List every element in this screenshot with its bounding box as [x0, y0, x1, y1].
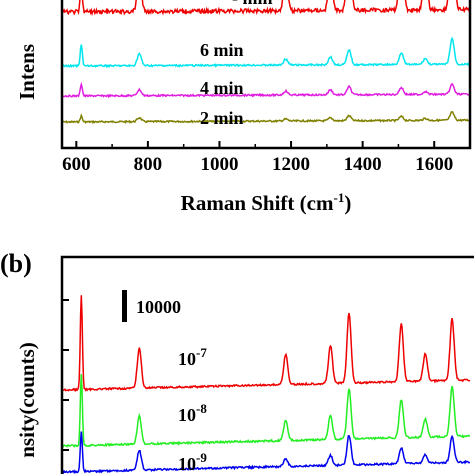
panel-a-y-axis-label: Intens: [15, 44, 39, 100]
panel-a-series-line: [61, 110, 471, 125]
series-label: 4 min: [200, 78, 244, 98]
panel-a-series-labels: 2 min 4 min 6 min: [200, 40, 244, 128]
x-tick-label: 600: [62, 154, 91, 175]
x-axis-label-superscript: -1: [333, 190, 344, 205]
panel-b-series-line: [61, 374, 471, 448]
panel-a-series-line: [61, 0, 471, 17]
panel-b-traces: [61, 295, 471, 474]
panel-a-series-line: [61, 36, 471, 69]
x-tick-label: 800: [134, 154, 163, 175]
x-tick-label: 1000: [200, 154, 238, 175]
panel-b-series-line: [61, 431, 471, 474]
series-label: 10-9: [178, 450, 207, 474]
panel-a: 600 800 1000 1200 1400 1600 2 min 4 min 6 min -…: [15, 0, 472, 215]
panel-b-ticks: [62, 299, 69, 451]
panel-a-frame: [60, 0, 472, 150]
x-tick-label: 1200: [272, 154, 310, 175]
panel-b-y-axis-label: nsity(counts): [15, 342, 39, 458]
panel-a-traces: [61, 0, 471, 125]
scale-bar-label: 10000: [136, 297, 181, 317]
panel-b: (b) 10000 10-7 10-8 10-9 nsity(counts): [0, 249, 474, 474]
panel-a-partial-label: - min: [232, 0, 273, 8]
scale-bar: [122, 290, 127, 322]
x-tick-label: 1400: [344, 154, 382, 175]
x-tick-label: 1600: [415, 154, 453, 175]
panel-b-frame: [60, 255, 474, 474]
series-label: 10-7: [178, 345, 207, 369]
panel-b-series-labels: 10-7 10-8 10-9: [178, 345, 207, 474]
x-axis-label-tail: ): [344, 191, 351, 215]
series-label: 10-8: [178, 401, 207, 425]
panel-b-label: (b): [0, 249, 32, 278]
x-axis-label-main: Raman Shift (cm: [181, 191, 334, 215]
panel-a-ticks: 600 800 1000 1200 1400 1600: [62, 141, 453, 175]
series-label: 6 min: [200, 40, 244, 60]
panel-a-x-axis-label: Raman Shift (cm-1): [181, 190, 352, 215]
panel-b-series-line: [61, 295, 471, 393]
panel-a-series-line: [61, 81, 471, 99]
series-label: 2 min: [200, 108, 244, 128]
